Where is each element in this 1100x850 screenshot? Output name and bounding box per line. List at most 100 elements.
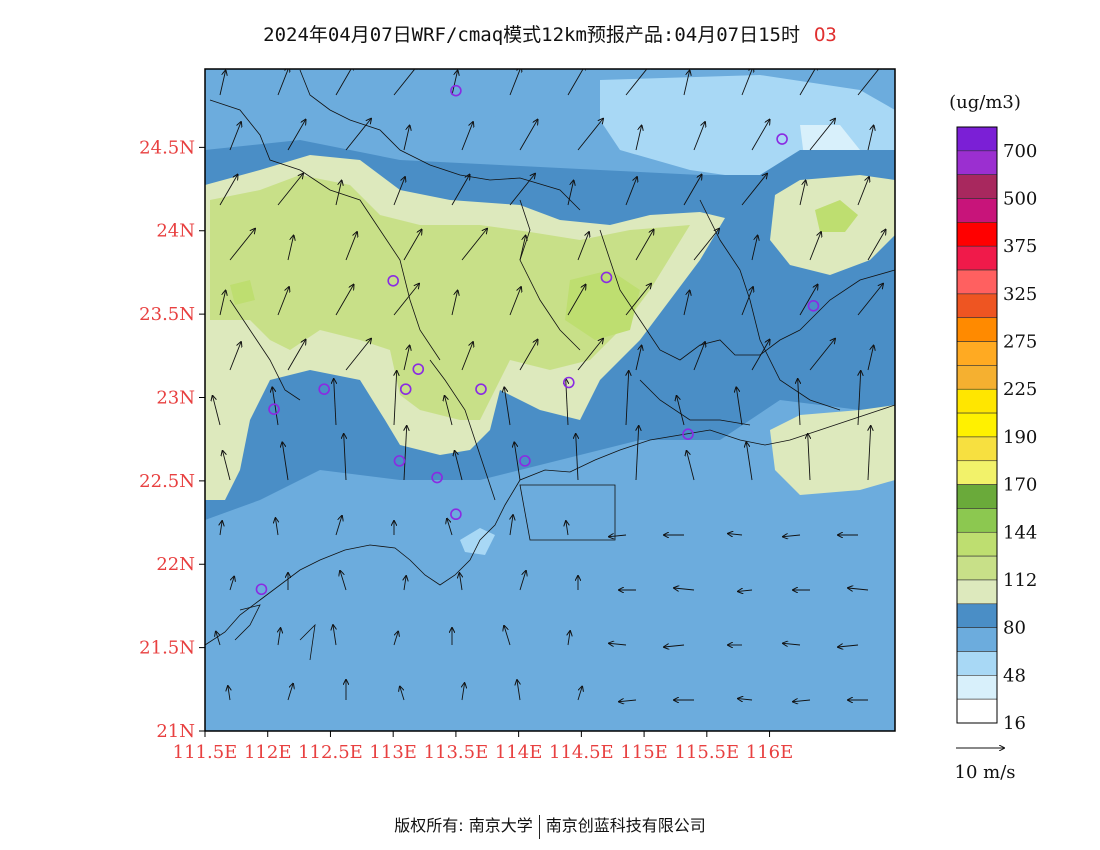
lat-label: 24.5N [139, 137, 195, 158]
wind-arrow [220, 521, 222, 536]
wind-arrow [625, 69, 651, 96]
wind-arrow [278, 628, 281, 646]
wind-arrow [741, 174, 767, 206]
ozone-estuary-patch [460, 528, 495, 555]
station-marker [776, 133, 788, 145]
wind-arrow [693, 122, 705, 151]
wind-arrow [746, 442, 753, 481]
wind-arrow [809, 119, 835, 151]
wind-arrow [809, 232, 821, 261]
wind-arrow [867, 230, 886, 261]
wind-arrow [394, 371, 397, 426]
wind-arrow [461, 342, 473, 371]
legend-swatch [956, 365, 998, 390]
lon-label: 115E [620, 742, 668, 763]
ozone-ne-patch [815, 200, 858, 232]
station-marker [450, 84, 462, 97]
copyright-company: 南京创蓝科技有限公司 [545, 816, 706, 835]
wind-arrow [510, 515, 513, 536]
wind-arrow [751, 340, 770, 371]
wind-arrow [858, 371, 861, 426]
wind-arrow [568, 631, 570, 646]
wind-arrow [451, 291, 458, 316]
lon-label: 112.5E [298, 742, 363, 763]
legend-swatch [956, 126, 998, 152]
title-species: O3 [813, 24, 837, 46]
legend-swatch [956, 603, 998, 628]
wind-arrow [677, 396, 685, 426]
wind-arrow [576, 434, 578, 481]
monitoring-stations [255, 84, 820, 596]
wind-arrow [335, 69, 354, 96]
wind-arrow [213, 396, 221, 426]
legend-swatch [956, 675, 998, 700]
legend-label: 225 [1003, 379, 1037, 400]
station-marker [399, 383, 412, 395]
wind-arrow [461, 229, 487, 261]
wind-arrow [857, 177, 869, 206]
wind-arrow [577, 119, 603, 151]
color-legend [956, 126, 998, 724]
wind-arrow [393, 69, 419, 96]
wind-arrow [609, 643, 627, 645]
wind-arrow [519, 120, 538, 151]
wind-arrow [625, 177, 637, 206]
wind-arrow [868, 426, 871, 481]
wind-arrow [741, 287, 753, 316]
wind-arrow [462, 683, 465, 701]
wind-arrow [287, 684, 293, 701]
ozone-patch-112-b [230, 280, 255, 305]
station-marker [412, 363, 425, 375]
legend-label: 500 [1003, 189, 1037, 210]
wind-arrow [625, 284, 651, 316]
wind-arrow [577, 339, 603, 371]
lon-label: 111.5E [173, 742, 238, 763]
wind-arrow [519, 340, 538, 371]
map-ticks [199, 146, 771, 737]
legend-swatch [956, 198, 998, 223]
wind-arrow [808, 434, 810, 481]
legend-swatch [956, 150, 998, 175]
wind-arrow [403, 346, 410, 371]
station-marker [519, 455, 531, 467]
lat-label: 24N [156, 221, 195, 242]
wind-arrow [728, 534, 743, 535]
wind-arrow [741, 69, 753, 96]
wind-arrow [567, 69, 586, 96]
wind-arrow [345, 339, 371, 371]
lat-label: 23.5N [139, 304, 195, 325]
wind-arrow [459, 573, 462, 591]
wind-arrow [687, 451, 695, 481]
station-marker [600, 271, 613, 284]
wind-arrow [277, 287, 289, 316]
wind-arrow [229, 229, 255, 261]
wind-arrow [335, 516, 342, 536]
wind-arrow [567, 181, 574, 206]
legend-swatch [956, 293, 998, 319]
wind-arrow [857, 69, 883, 96]
footer-separator [538, 814, 540, 839]
wind-arrow [509, 174, 535, 206]
legend-label: 144 [1003, 522, 1037, 543]
wind-arrow [857, 284, 883, 316]
wind-arrow [228, 686, 230, 701]
legend-swatch [956, 317, 998, 342]
title-main: 2024年04月07日WRF/cmaq模式12km预报产品:04月07日15时 [263, 24, 800, 46]
wind-arrow [867, 126, 874, 151]
legend-swatch [956, 508, 998, 533]
wind-arrow [333, 625, 336, 646]
lon-label: 112E [244, 742, 292, 763]
wind-arrow [736, 387, 743, 426]
wind-arrow [509, 69, 521, 96]
wind-arrow [393, 177, 405, 206]
wind-arrow [693, 229, 719, 261]
station-marker [563, 376, 575, 389]
wind-arrow [447, 519, 453, 536]
lat-label: 22.5N [139, 471, 195, 492]
wind-reference: 10 m/s [955, 748, 1016, 783]
copyright-owner: 版权所有: 南京大学 [394, 816, 533, 835]
legend-label: 16 [1003, 713, 1026, 734]
legend-label: 112 [1003, 570, 1037, 591]
wind-arrow [783, 535, 801, 537]
wind-arrow [626, 371, 629, 426]
